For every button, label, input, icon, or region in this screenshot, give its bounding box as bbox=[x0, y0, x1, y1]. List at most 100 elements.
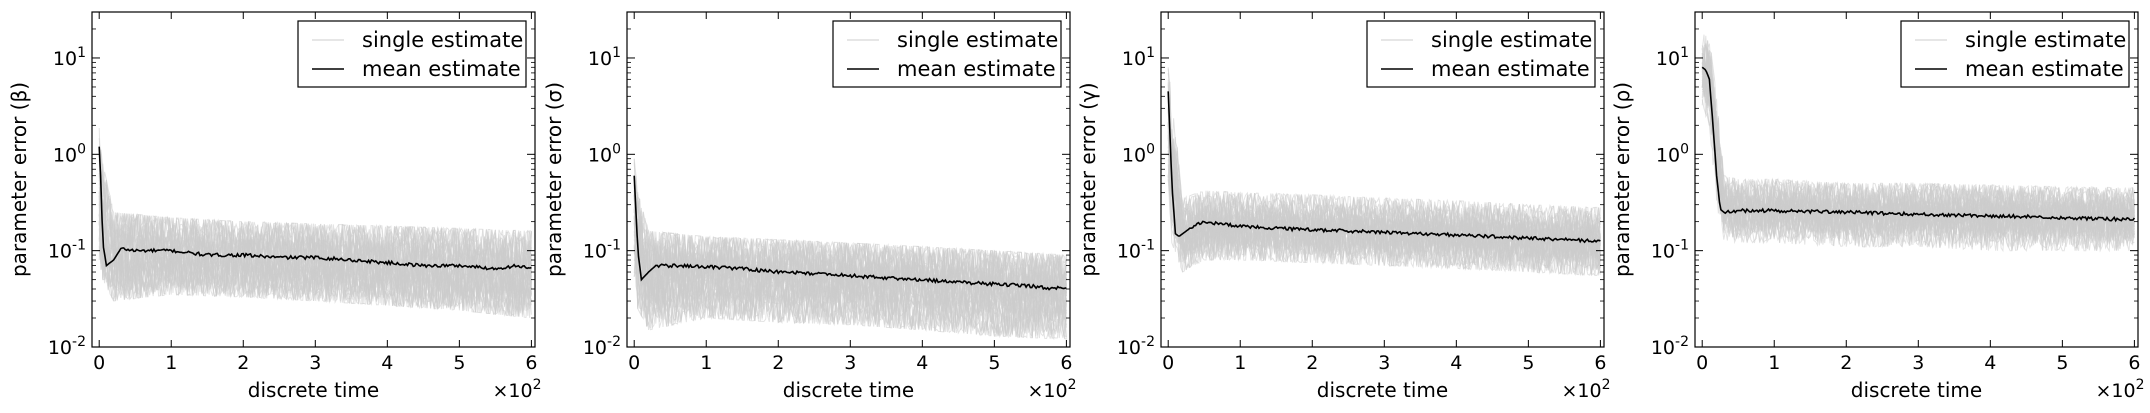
x-tick-label: 6 bbox=[1060, 352, 1072, 374]
plot-area bbox=[633, 158, 1067, 340]
single-estimate-line-40 bbox=[98, 196, 532, 292]
legend: single estimate mean estimate bbox=[297, 20, 527, 88]
x-tick-label: 5 bbox=[2056, 352, 2068, 374]
x-tick-label: 0 bbox=[93, 352, 105, 374]
x-tick-label: 6 bbox=[525, 352, 537, 374]
x-tick-label: 6 bbox=[2128, 352, 2140, 374]
y-axis-label: parameter error (σ) bbox=[542, 82, 566, 277]
single-estimate-line-30 bbox=[1701, 40, 2135, 219]
x-tick-label: 2 bbox=[772, 352, 784, 374]
y-tick-label: 101 bbox=[1656, 45, 1689, 70]
x-tick-label: 2 bbox=[1840, 352, 1852, 374]
y-tick-label: 10-2 bbox=[1117, 334, 1155, 359]
x-axis-label: discrete time bbox=[783, 378, 914, 402]
single-estimate-line-33 bbox=[633, 184, 1067, 291]
x-tick-label: 5 bbox=[1522, 352, 1534, 374]
axes-frame bbox=[626, 11, 1071, 348]
x-tick-label: 0 bbox=[628, 352, 640, 374]
legend-entry-1: single estimate bbox=[1965, 28, 2126, 52]
legend-entry-1: single estimate bbox=[897, 28, 1058, 52]
single-estimate-line-39 bbox=[633, 190, 1067, 300]
single-estimate-line-29 bbox=[98, 174, 532, 269]
legend-box bbox=[1900, 20, 2130, 88]
legend-entry-1: single estimate bbox=[1431, 28, 1592, 52]
x-tick-label: 2 bbox=[1306, 352, 1318, 374]
legend-box bbox=[297, 20, 527, 88]
chart-panel-4: 0 1 2 3 4 5 6 10-2 10-1 100 101 discrete time ×102 pa… bbox=[1610, 11, 2145, 402]
single-estimate-line-40 bbox=[1167, 123, 1601, 260]
x-multiplier-label: ×102 bbox=[1027, 377, 1076, 402]
x-tick-label: 1 bbox=[165, 352, 177, 374]
y-tick-label: 10-1 bbox=[48, 238, 86, 263]
x-tick-label: 1 bbox=[1234, 352, 1246, 374]
y-tick-label: 101 bbox=[53, 45, 86, 70]
y-tick-label: 10-2 bbox=[48, 334, 86, 359]
y-axis-label: parameter error (β) bbox=[7, 82, 31, 277]
x-multiplier-label: ×102 bbox=[492, 377, 541, 402]
x-multiplier-label: ×102 bbox=[1561, 377, 1610, 402]
x-tick-label: 4 bbox=[1450, 352, 1462, 374]
legend: single estimate mean estimate bbox=[832, 20, 1062, 88]
plot-area bbox=[98, 127, 532, 318]
y-tick-label: 10-1 bbox=[1651, 238, 1689, 263]
single-estimate-line-36 bbox=[633, 194, 1067, 312]
x-tick-label: 0 bbox=[1696, 352, 1708, 374]
plot-area bbox=[1167, 67, 1601, 277]
x-tick-label: 5 bbox=[453, 352, 465, 374]
y-tick-label: 100 bbox=[588, 141, 621, 166]
legend-box bbox=[1366, 20, 1596, 88]
single-estimate-line-4 bbox=[1167, 68, 1601, 236]
single-estimate-line-34 bbox=[633, 245, 1067, 331]
single-estimate-traces bbox=[98, 127, 532, 318]
y-tick-label: 101 bbox=[588, 45, 621, 70]
chart-panel-2: 0 1 2 3 4 5 6 10-2 10-1 100 101 discrete time ×102 pa… bbox=[542, 11, 1077, 402]
legend-entry-2: mean estimate bbox=[897, 57, 1056, 81]
legend-entry-2: mean estimate bbox=[1965, 57, 2124, 81]
single-estimate-line-30 bbox=[98, 169, 532, 270]
y-axis-label: parameter error (γ) bbox=[1076, 82, 1100, 276]
y-tick-label: 100 bbox=[1656, 141, 1689, 166]
x-axis-label: discrete time bbox=[1851, 378, 1982, 402]
y-tick-label: 10-2 bbox=[583, 334, 621, 359]
mean-estimate-line bbox=[633, 175, 1067, 291]
single-estimate-line-38 bbox=[1701, 57, 2135, 233]
x-tick-label: 3 bbox=[844, 352, 856, 374]
single-estimate-traces bbox=[1167, 67, 1601, 277]
x-tick-label: 2 bbox=[237, 352, 249, 374]
single-estimate-line-40 bbox=[1701, 72, 2135, 241]
legend-box bbox=[832, 20, 1062, 88]
axes-frame bbox=[1694, 11, 2139, 348]
mean-estimate-line bbox=[1167, 91, 1601, 244]
x-tick-label: 3 bbox=[1912, 352, 1924, 374]
legend-entry-2: mean estimate bbox=[362, 57, 521, 81]
axes-frame bbox=[1160, 11, 1605, 348]
x-tick-label: 4 bbox=[916, 352, 928, 374]
x-multiplier-label: ×102 bbox=[2095, 377, 2144, 402]
single-estimate-line-35 bbox=[633, 239, 1067, 340]
x-tick-label: 4 bbox=[1984, 352, 1996, 374]
x-tick-label: 5 bbox=[988, 352, 1000, 374]
single-estimate-line-40 bbox=[633, 230, 1067, 319]
y-tick-label: 10-1 bbox=[583, 238, 621, 263]
chart-panel-3: 0 1 2 3 4 5 6 10-2 10-1 100 101 discrete time ×102 pa… bbox=[1076, 11, 1611, 402]
x-tick-label: 3 bbox=[309, 352, 321, 374]
plot-area bbox=[1701, 34, 2136, 253]
single-estimate-line-39 bbox=[1167, 94, 1601, 250]
x-tick-label: 0 bbox=[1162, 352, 1174, 374]
legend: single estimate mean estimate bbox=[1900, 20, 2130, 88]
single-estimate-traces bbox=[633, 158, 1067, 340]
legend-entry-2: mean estimate bbox=[1431, 57, 1590, 81]
single-estimate-line-35 bbox=[1701, 44, 2135, 219]
x-tick-label: 3 bbox=[1378, 352, 1390, 374]
single-estimate-line-39 bbox=[98, 127, 532, 273]
single-estimate-line-38 bbox=[98, 221, 532, 316]
legend: single estimate mean estimate bbox=[1366, 20, 1596, 88]
single-estimate-line-32 bbox=[1701, 79, 2135, 253]
x-tick-label: 1 bbox=[1768, 352, 1780, 374]
y-tick-label: 100 bbox=[53, 141, 86, 166]
x-axis-label: discrete time bbox=[248, 378, 379, 402]
y-tick-label: 10-1 bbox=[1117, 238, 1155, 263]
x-axis-label: discrete time bbox=[1317, 378, 1448, 402]
single-estimate-line-38 bbox=[633, 195, 1067, 292]
